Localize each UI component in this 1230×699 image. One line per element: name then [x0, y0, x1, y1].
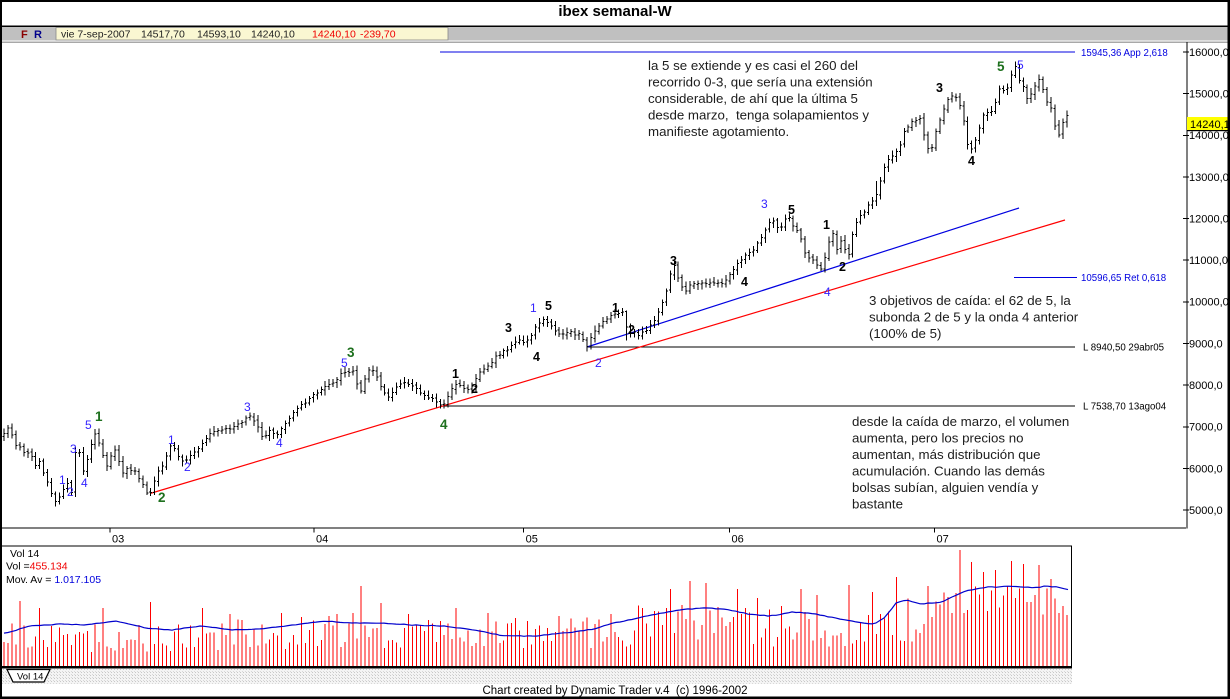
svg-text:6000,0: 6000,0 — [1189, 463, 1223, 475]
svg-text:F: F — [21, 29, 28, 41]
svg-text:4: 4 — [741, 275, 748, 289]
svg-text:1: 1 — [612, 301, 619, 315]
svg-text:manifieste agotamiento.: manifieste agotamiento. — [648, 124, 789, 139]
svg-text:4: 4 — [968, 154, 975, 168]
svg-text:considerable, de ahí que la úl: considerable, de ahí que la última 5 — [648, 91, 858, 106]
svg-text:1: 1 — [59, 473, 66, 487]
svg-text:desde marzo, tenga solapamien: desde marzo, tenga solapamientos y — [648, 108, 869, 123]
svg-text:05: 05 — [526, 534, 538, 546]
svg-text:7000,0: 7000,0 — [1189, 422, 1223, 434]
svg-text:Mov. Av = 1.017.105: Mov. Av = 1.017.105 — [6, 574, 101, 586]
svg-text:acumulación. Cuando las demás: acumulación. Cuando las demás — [852, 464, 1045, 479]
svg-text:3: 3 — [761, 197, 768, 211]
svg-text:5: 5 — [85, 418, 92, 432]
svg-text:4: 4 — [81, 476, 88, 490]
svg-text:-239,70: -239,70 — [360, 29, 396, 41]
svg-text:aumenta, pero los precios no: aumenta, pero los precios no — [852, 431, 1023, 446]
svg-text:Vol =455.134: Vol =455.134 — [6, 561, 68, 573]
svg-text:1: 1 — [168, 433, 175, 447]
svg-text:2: 2 — [595, 356, 602, 370]
svg-text:07: 07 — [937, 534, 949, 546]
svg-text:ibex semanal-W: ibex semanal-W — [558, 3, 672, 20]
svg-text:3: 3 — [244, 400, 251, 414]
svg-text:3: 3 — [505, 321, 512, 335]
svg-text:13000,0: 13000,0 — [1189, 172, 1229, 184]
svg-text:1: 1 — [95, 409, 103, 424]
svg-text:desde la caída de marzo, el vo: desde la caída de marzo, el volumen — [852, 414, 1069, 429]
svg-text:aumentan, más distribución que: aumentan, más distribución que — [852, 447, 1040, 462]
svg-text:9000,0: 9000,0 — [1189, 338, 1223, 350]
svg-text:5: 5 — [788, 203, 795, 217]
svg-text:2: 2 — [839, 260, 846, 274]
svg-text:recorrido 0-3, que sería una e: recorrido 0-3, que sería una extensión — [648, 75, 873, 90]
svg-text:11000,0: 11000,0 — [1189, 255, 1228, 267]
svg-text:2: 2 — [158, 490, 166, 505]
svg-text:(100% de 5): (100% de 5) — [869, 326, 941, 341]
svg-text:R: R — [34, 29, 42, 41]
svg-text:3: 3 — [936, 81, 943, 95]
svg-text:16000,0: 16000,0 — [1189, 47, 1229, 59]
svg-text:4: 4 — [824, 285, 831, 299]
svg-text:bolsas subían, alguien vendía: bolsas subían, alguien vendía y — [852, 480, 1039, 495]
svg-text:10596,65 Ret 0,618: 10596,65 Ret 0,618 — [1081, 273, 1166, 284]
svg-text:12000,0: 12000,0 — [1189, 213, 1229, 225]
svg-text:5000,0: 5000,0 — [1189, 505, 1223, 517]
svg-text:2: 2 — [184, 460, 191, 474]
svg-text:bastante: bastante — [852, 497, 903, 512]
svg-text:4: 4 — [533, 350, 540, 364]
svg-text:14000,0: 14000,0 — [1189, 130, 1229, 142]
svg-text:L 7538,70 13ago04: L 7538,70 13ago04 — [1083, 402, 1167, 413]
svg-text:15000,0: 15000,0 — [1189, 89, 1229, 101]
svg-text:5: 5 — [1017, 58, 1024, 72]
svg-text:4: 4 — [440, 417, 448, 432]
svg-text:5: 5 — [545, 299, 552, 313]
svg-text:2: 2 — [67, 485, 74, 499]
svg-text:14593,10: 14593,10 — [197, 29, 241, 41]
svg-text:1: 1 — [823, 218, 830, 232]
svg-text:la 5 se extiende y es casi el: la 5 se extiende y es casi el 260 del — [648, 58, 858, 73]
svg-text:14240,10: 14240,10 — [251, 29, 295, 41]
svg-text:8000,0: 8000,0 — [1189, 380, 1223, 392]
svg-text:15945,36 App 2,618: 15945,36 App 2,618 — [1081, 48, 1168, 59]
svg-text:Vol 14: Vol 14 — [10, 548, 39, 560]
svg-text:2: 2 — [628, 323, 635, 337]
svg-text:1: 1 — [530, 301, 537, 315]
svg-text:vie 7-sep-2007: vie 7-sep-2007 — [61, 29, 131, 41]
svg-text:2: 2 — [471, 382, 478, 396]
svg-text:04: 04 — [316, 534, 328, 546]
svg-text:3 objetivos de caída: el 62 de: 3 objetivos de caída: el 62 de 5, la — [869, 293, 1071, 308]
svg-text:3: 3 — [347, 345, 355, 360]
svg-text:5: 5 — [341, 356, 348, 370]
svg-text:Vol 14: Vol 14 — [17, 672, 43, 683]
svg-text:3: 3 — [70, 442, 77, 456]
svg-text:14240,1: 14240,1 — [1190, 119, 1230, 131]
svg-text:14517,70: 14517,70 — [141, 29, 185, 41]
svg-text:4: 4 — [276, 436, 283, 450]
svg-text:1: 1 — [452, 367, 459, 381]
svg-text:subonda 2 de 5 y la onda 4 ant: subonda 2 de 5 y la onda 4 anterior — [869, 310, 1079, 325]
svg-text:5: 5 — [997, 59, 1005, 74]
svg-text:Chart created by Dynamic Trade: Chart created by Dynamic Trader v.4 (c) … — [482, 685, 747, 697]
svg-text:L 8940,50 29abr05: L 8940,50 29abr05 — [1083, 343, 1164, 354]
svg-text:03: 03 — [112, 534, 124, 546]
svg-text:14240,10: 14240,10 — [312, 29, 356, 41]
svg-text:06: 06 — [732, 534, 744, 546]
svg-text:10000,0: 10000,0 — [1189, 297, 1229, 309]
svg-text:3: 3 — [670, 254, 677, 268]
